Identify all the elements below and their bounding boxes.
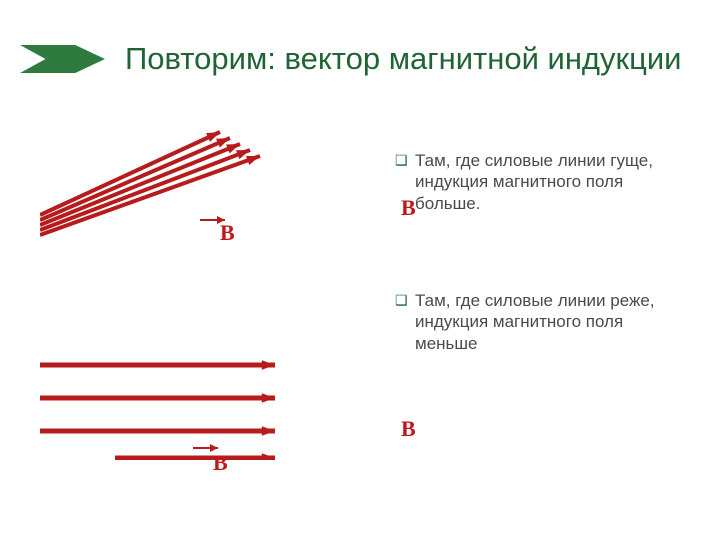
b-label-bot-right: B xyxy=(401,416,416,442)
field-lines-dense xyxy=(40,120,300,240)
bullet-2-text: Там, где силовые линии реже, индукция ма… xyxy=(415,290,665,354)
b-label-top-right: B xyxy=(401,195,416,221)
field-lines-sparse xyxy=(40,340,300,460)
b-label-top-left: B xyxy=(220,220,235,246)
body-text-2: ❑ Там, где силовые линии реже, индукция … xyxy=(395,290,665,354)
slide-title: Повторим: вектор магнитной индукции xyxy=(125,40,681,77)
bullet-icon: ❑ xyxy=(395,290,415,354)
slide-root: Повторим: вектор магнитной индукции ❑ Та… xyxy=(0,0,720,540)
b-label-bot-left: B xyxy=(213,450,228,476)
bullet-1-text: Там, где силовые линии гуще, индукция ма… xyxy=(415,150,665,214)
title-container: Повторим: вектор магнитной индукции xyxy=(125,40,681,77)
title-accent-arrow-icon xyxy=(20,45,105,73)
body-text-1: ❑ Там, где силовые линии гуще, индукция … xyxy=(395,150,665,214)
